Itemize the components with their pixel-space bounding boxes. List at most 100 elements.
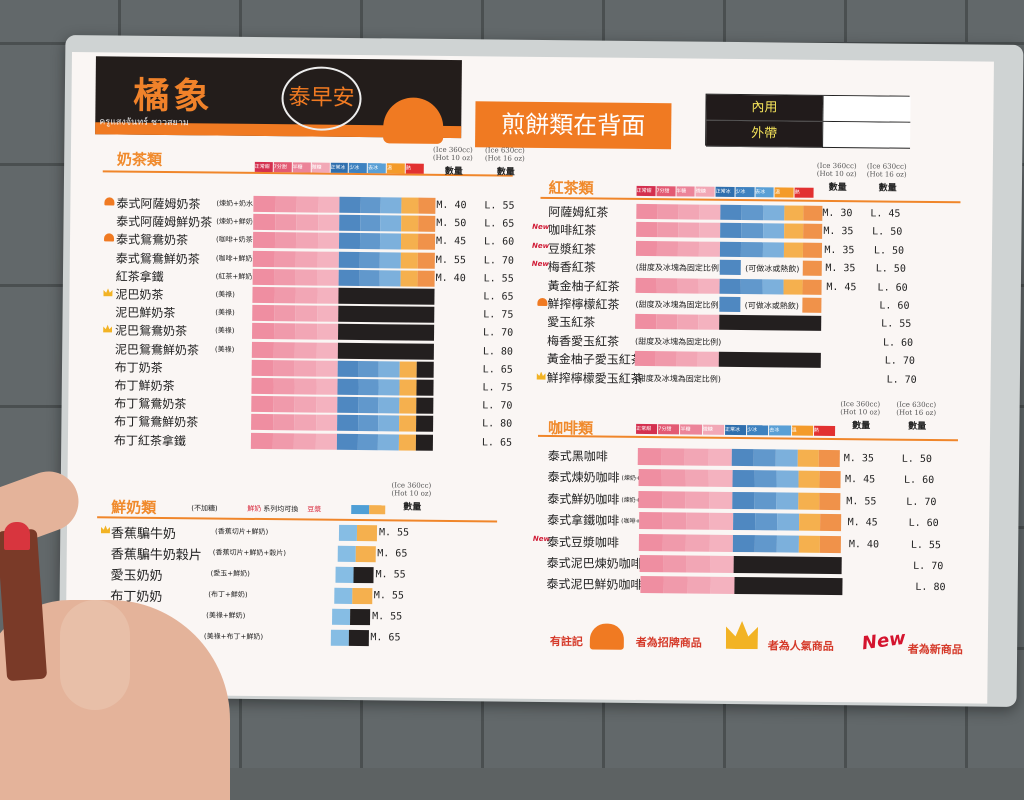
option-bar (250, 432, 273, 449)
menu-item-name[interactable]: 咖啡紅茶 (548, 223, 597, 238)
option-bar (708, 470, 733, 488)
menu-item-name[interactable]: 泥巴鮮奶茶 (115, 305, 176, 321)
menu-item-name[interactable]: 布丁鴛鴦奶茶 (114, 396, 187, 412)
price-large: L. 55 (910, 539, 942, 551)
menu-item-name[interactable]: 泰式豆漿咖啡 (546, 534, 619, 550)
option-bar (819, 492, 841, 510)
price-medium: M. 55 (372, 611, 403, 623)
option-bar (274, 214, 297, 231)
menu-item-name[interactable]: 布丁鮮奶茶 (114, 378, 175, 394)
option-bar (684, 448, 709, 466)
option-bar (819, 471, 841, 489)
option-legend-cell: 7分甜 (656, 186, 676, 197)
menu-item-name[interactable]: 紅茶拿鐵 (115, 269, 164, 284)
section-divider (540, 196, 961, 204)
option-bar (754, 513, 778, 531)
option-bar (253, 195, 276, 213)
brand-thai: ครูแสงจันทร์ ชาวสยาม (99, 117, 189, 129)
menu-item-name[interactable]: 黃金柚子紅茶 (547, 278, 620, 294)
menu-item-note: (美祿+鮮奶) (206, 611, 246, 620)
option-bar (355, 545, 376, 563)
option-bar (296, 196, 318, 213)
menu-item-name[interactable]: 阿薩姆紅茶 (548, 204, 609, 220)
menu-item-name[interactable]: 香蕉騙牛奶穀片 (110, 547, 202, 564)
menu-item-name[interactable]: 布丁紅茶拿鐵 (113, 433, 187, 448)
menu-item-name[interactable]: 香蕉騙牛奶 (110, 526, 177, 543)
option-legend-cell: 半糖 (680, 424, 702, 435)
option-bar (398, 434, 417, 451)
price-large: L. 60 (908, 517, 939, 530)
menu-item-name[interactable]: 愛玉奶奶 (110, 568, 163, 584)
menu-item-name[interactable]: 黃金柚子愛玉紅茶 (546, 352, 643, 368)
menu-item-name[interactable]: 愛玉紅茶 (547, 315, 596, 330)
menu-item-name[interactable]: 泰式煉奶咖啡 (547, 470, 620, 486)
option-bar (357, 415, 379, 432)
option-bar (662, 512, 687, 530)
option-bar (741, 205, 764, 221)
option-bar (316, 360, 338, 377)
option-bar (776, 513, 800, 531)
size-header-m: (Ice 360cc) (Hot 10 oz) (816, 161, 857, 179)
quantity-header: 數量 (908, 421, 927, 432)
takeaway-field[interactable] (822, 121, 911, 149)
menu-item-name[interactable]: 泰式泥巴煉奶咖啡 (546, 555, 643, 572)
menu-item-name[interactable]: 泰式鴛鴦奶茶 (115, 232, 189, 248)
legend-signature-pre: 有註記 (549, 635, 583, 649)
option-bar (656, 240, 679, 257)
menu-item-name[interactable]: 泥巴鴛鴦鮮奶茶 (114, 342, 199, 357)
option-bar (380, 215, 402, 232)
option-bar (296, 214, 318, 231)
option-bar (338, 251, 360, 268)
price-large: L. 60 (483, 236, 515, 249)
option-bar (295, 269, 318, 286)
pen-cap (4, 522, 30, 550)
option-bar (294, 323, 317, 340)
hot-or-cold-note: (可做冰或熱飲) (745, 264, 800, 274)
option-bar (294, 360, 317, 377)
option-bar (741, 223, 763, 239)
option-bar (639, 533, 663, 551)
quantity-header: 數量 (496, 167, 515, 178)
menu-item-name[interactable]: 泥巴鴛鴦奶茶 (115, 323, 188, 339)
size-header-l: (Ice 630cc) (Hot 16 oz) (896, 400, 937, 418)
menu-item-name[interactable]: 泰式阿薩姆鮮奶茶 (116, 214, 213, 230)
menu-item-name[interactable]: 泥巴奶茶 (115, 287, 164, 302)
menu-item-name[interactable]: 泰式阿薩姆奶茶 (116, 196, 201, 212)
signature-elephant-icon (104, 233, 115, 242)
option-bar (359, 215, 381, 232)
menu-item-name[interactable]: 豆漿紅茶 (547, 241, 597, 257)
fixed-ratio-note: (甜度及冰塊為固定比例) (634, 336, 722, 347)
menu-item-name[interactable]: 泰式鴛鴦鮮奶茶 (115, 251, 200, 266)
option-bar (803, 205, 823, 221)
menu-item-name[interactable]: 鮮搾檸檬紅茶 (547, 296, 620, 312)
menu-item-note: (香蕉切片+鮮奶) (214, 527, 269, 537)
option-bar (338, 269, 360, 286)
menu-item-name[interactable]: 梅香紅茶 (547, 260, 596, 275)
menu-item-name[interactable]: 泰式拿鐵咖啡 (547, 513, 620, 528)
price-medium: M. 35 (824, 244, 855, 257)
option-bar (657, 204, 679, 220)
menu-item-name[interactable]: 泰式泥巴鮮奶咖啡 (546, 577, 643, 593)
option-bar (731, 448, 754, 467)
menu-item-name[interactable]: 泰式鮮奶咖啡 (547, 491, 620, 507)
price-large: L. 80 (482, 418, 513, 431)
option-bar (359, 197, 381, 214)
menu-item-name[interactable]: 布丁鴛鴦鮮奶茶 (114, 414, 199, 430)
menu-item-name[interactable]: 鮮搾檸檬愛玉紅茶 (546, 370, 643, 386)
option-legend-cell: 正常甜 (636, 423, 658, 435)
dine-in-field[interactable] (822, 95, 911, 123)
menu-item-name[interactable]: 泰式黑咖啡 (547, 449, 608, 464)
option-bar (348, 629, 369, 647)
option-bar (335, 566, 354, 583)
menu-item-name[interactable]: 布丁奶茶 (114, 360, 163, 375)
option-bar (317, 214, 340, 231)
menu-item-note: (煉奶+鮮奶) (216, 217, 256, 227)
option-bar (252, 232, 275, 249)
menu-item-name[interactable]: 梅香愛玉紅茶 (546, 333, 620, 349)
option-bar (686, 576, 711, 595)
option-bar (316, 305, 339, 322)
option-bar (754, 470, 777, 488)
option-bar (719, 296, 741, 313)
menu-item-note: (美祿+布丁+鮮奶) (203, 632, 264, 642)
price-large: L. 65 (484, 218, 515, 230)
